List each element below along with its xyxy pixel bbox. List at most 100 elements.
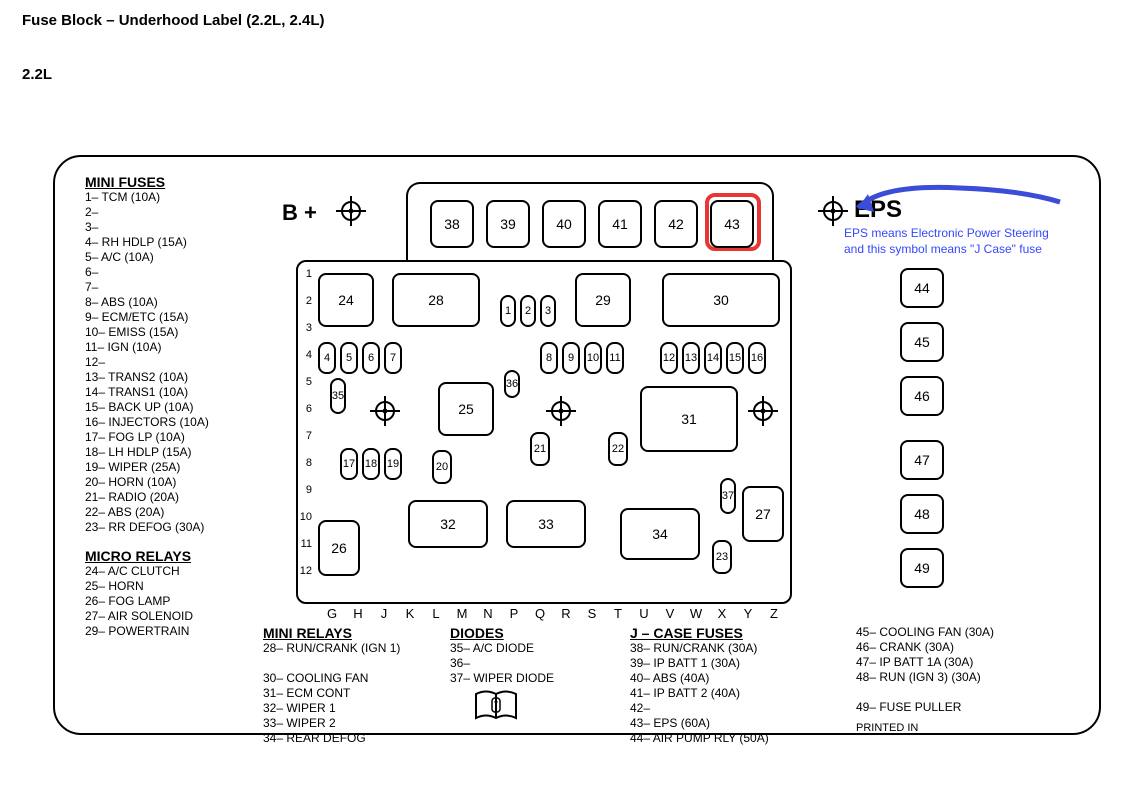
fuse-box-16: 16 — [748, 342, 766, 374]
list-item: 3– — [85, 220, 265, 235]
list-item: 43– EPS (60A) — [630, 716, 830, 731]
col-letter-U: U — [636, 606, 652, 621]
crosshair-icon-inner2 — [546, 396, 576, 426]
fuse-box-42: 42 — [654, 200, 698, 248]
fuse-box-4: 4 — [318, 342, 336, 374]
row-num-11: 11 — [298, 538, 312, 550]
list-item: 18– LH HDLP (15A) — [85, 445, 265, 460]
col-letter-K: K — [402, 606, 418, 621]
row-num-6: 6 — [298, 403, 312, 415]
mini-relays-list: 28– RUN/CRANK (IGN 1) 30– COOLING FAN31–… — [263, 641, 443, 746]
list-item: 17– FOG LP (10A) — [85, 430, 265, 445]
list-item: 2– — [85, 205, 265, 220]
list-item: 28– RUN/CRANK (IGN 1) — [263, 641, 443, 656]
fuse-box-43: 43 — [710, 200, 754, 248]
list-item: 47– IP BATT 1A (30A) — [856, 655, 1056, 670]
list-item: 26– FOG LAMP — [85, 594, 265, 609]
list-item: 9– ECM/ETC (15A) — [85, 310, 265, 325]
fuse-box-6: 6 — [362, 342, 380, 374]
micro-relays-col: MICRO RELAYS 24– A/C CLUTCH25– HORN26– F… — [85, 548, 265, 639]
subtitle: 2.2L — [22, 66, 52, 83]
list-item: 4– RH HDLP (15A) — [85, 235, 265, 250]
col-letter-W: W — [688, 606, 704, 621]
fuse-box-46: 46 — [900, 376, 944, 416]
fuse-box-33: 33 — [506, 500, 586, 548]
row-num-3: 3 — [298, 322, 312, 334]
fuse-box-8: 8 — [540, 342, 558, 374]
list-item: 19– WIPER (25A) — [85, 460, 265, 475]
fuse-box-5: 5 — [340, 342, 358, 374]
row-num-12: 12 — [298, 565, 312, 577]
list-item: 11– IGN (10A) — [85, 340, 265, 355]
list-item: 16– INJECTORS (10A) — [85, 415, 265, 430]
micro-relays-header: MICRO RELAYS — [85, 548, 265, 564]
annotation-line2: and this symbol means "J Case" fuse — [844, 242, 1042, 258]
fuse-box-23: 23 — [712, 540, 732, 574]
row-num-7: 7 — [298, 430, 312, 442]
fuse-box-29: 29 — [575, 273, 631, 327]
list-item: 35– A/C DIODE — [450, 641, 590, 656]
fuse-box-27: 27 — [742, 486, 784, 542]
fuse-box-31: 31 — [640, 386, 738, 452]
fuse-box-37: 37 — [720, 478, 736, 514]
fuse-box-3: 3 — [540, 295, 556, 327]
right-list-col: 45– COOLING FAN (30A)46– CRANK (30A)47– … — [856, 625, 1056, 715]
diodes-col: DIODES 35– A/C DIODE36–37– WIPER DIODE — [450, 625, 590, 686]
list-item: 23– RR DEFOG (30A) — [85, 520, 265, 535]
fuse-box-10: 10 — [584, 342, 602, 374]
list-item: 10– EMISS (15A) — [85, 325, 265, 340]
fuse-box-18: 18 — [362, 448, 380, 480]
row-num-1: 1 — [298, 268, 312, 280]
list-item: 13– TRANS2 (10A) — [85, 370, 265, 385]
crosshair-icon-inner3 — [748, 396, 778, 426]
list-item: 29– POWERTRAIN — [85, 624, 265, 639]
diodes-header: DIODES — [450, 625, 590, 641]
fuse-box-47: 47 — [900, 440, 944, 480]
row-num-2: 2 — [298, 295, 312, 307]
list-item: 1– TCM (10A) — [85, 190, 265, 205]
list-item: 25– HORN — [85, 579, 265, 594]
mini-fuses-col: MINI FUSES 1– TCM (10A)2–3–4– RH HDLP (1… — [85, 174, 265, 535]
fuse-box-21: 21 — [530, 432, 550, 466]
list-item: 21– RADIO (20A) — [85, 490, 265, 505]
page-title: Fuse Block – Underhood Label (2.2L, 2.4L… — [22, 12, 325, 29]
jcase-list: 38– RUN/CRANK (30A)39– IP BATT 1 (30A)40… — [630, 641, 830, 746]
fuse-box-24: 24 — [318, 273, 374, 327]
b-plus-label: B + — [282, 200, 317, 226]
list-item: 33– WIPER 2 — [263, 716, 443, 731]
crosshair-icon-inner1 — [370, 396, 400, 426]
fuse-box-36: 36 — [504, 370, 520, 398]
crosshair-icon-left — [336, 196, 366, 226]
book-icon — [472, 688, 520, 724]
fuse-box-1: 1 — [500, 295, 516, 327]
list-item: 44– AIR PUMP RLY (50A) — [630, 731, 830, 746]
list-item: 31– ECM CONT — [263, 686, 443, 701]
fuse-box-15: 15 — [726, 342, 744, 374]
fuse-box-19: 19 — [384, 448, 402, 480]
fuse-box-26: 26 — [318, 520, 360, 576]
mini-fuses-header: MINI FUSES — [85, 174, 265, 190]
fuse-box-25: 25 — [438, 382, 494, 436]
fuse-box-32: 32 — [408, 500, 488, 548]
fuse-box-22: 22 — [608, 432, 628, 466]
fuse-box-30: 30 — [662, 273, 780, 327]
jcase-header: J – CASE FUSES — [630, 625, 830, 641]
fuse-box-9: 9 — [562, 342, 580, 374]
fuse-box-17: 17 — [340, 448, 358, 480]
col-letter-N: N — [480, 606, 496, 621]
col-letter-R: R — [558, 606, 574, 621]
list-item: 30– COOLING FAN — [263, 671, 443, 686]
list-item: 6– — [85, 265, 265, 280]
list-item — [856, 685, 1056, 700]
col-letter-H: H — [350, 606, 366, 621]
printed-in-label: PRINTED IN — [856, 722, 918, 734]
col-letter-Q: Q — [532, 606, 548, 621]
list-item: 40– ABS (40A) — [630, 671, 830, 686]
list-item: 34– REAR DEFOG — [263, 731, 443, 746]
list-item: 7– — [85, 280, 265, 295]
col-letter-G: G — [324, 606, 340, 621]
fuse-box-49: 49 — [900, 548, 944, 588]
col-letter-M: M — [454, 606, 470, 621]
col-letter-V: V — [662, 606, 678, 621]
list-item: 45– COOLING FAN (30A) — [856, 625, 1056, 640]
